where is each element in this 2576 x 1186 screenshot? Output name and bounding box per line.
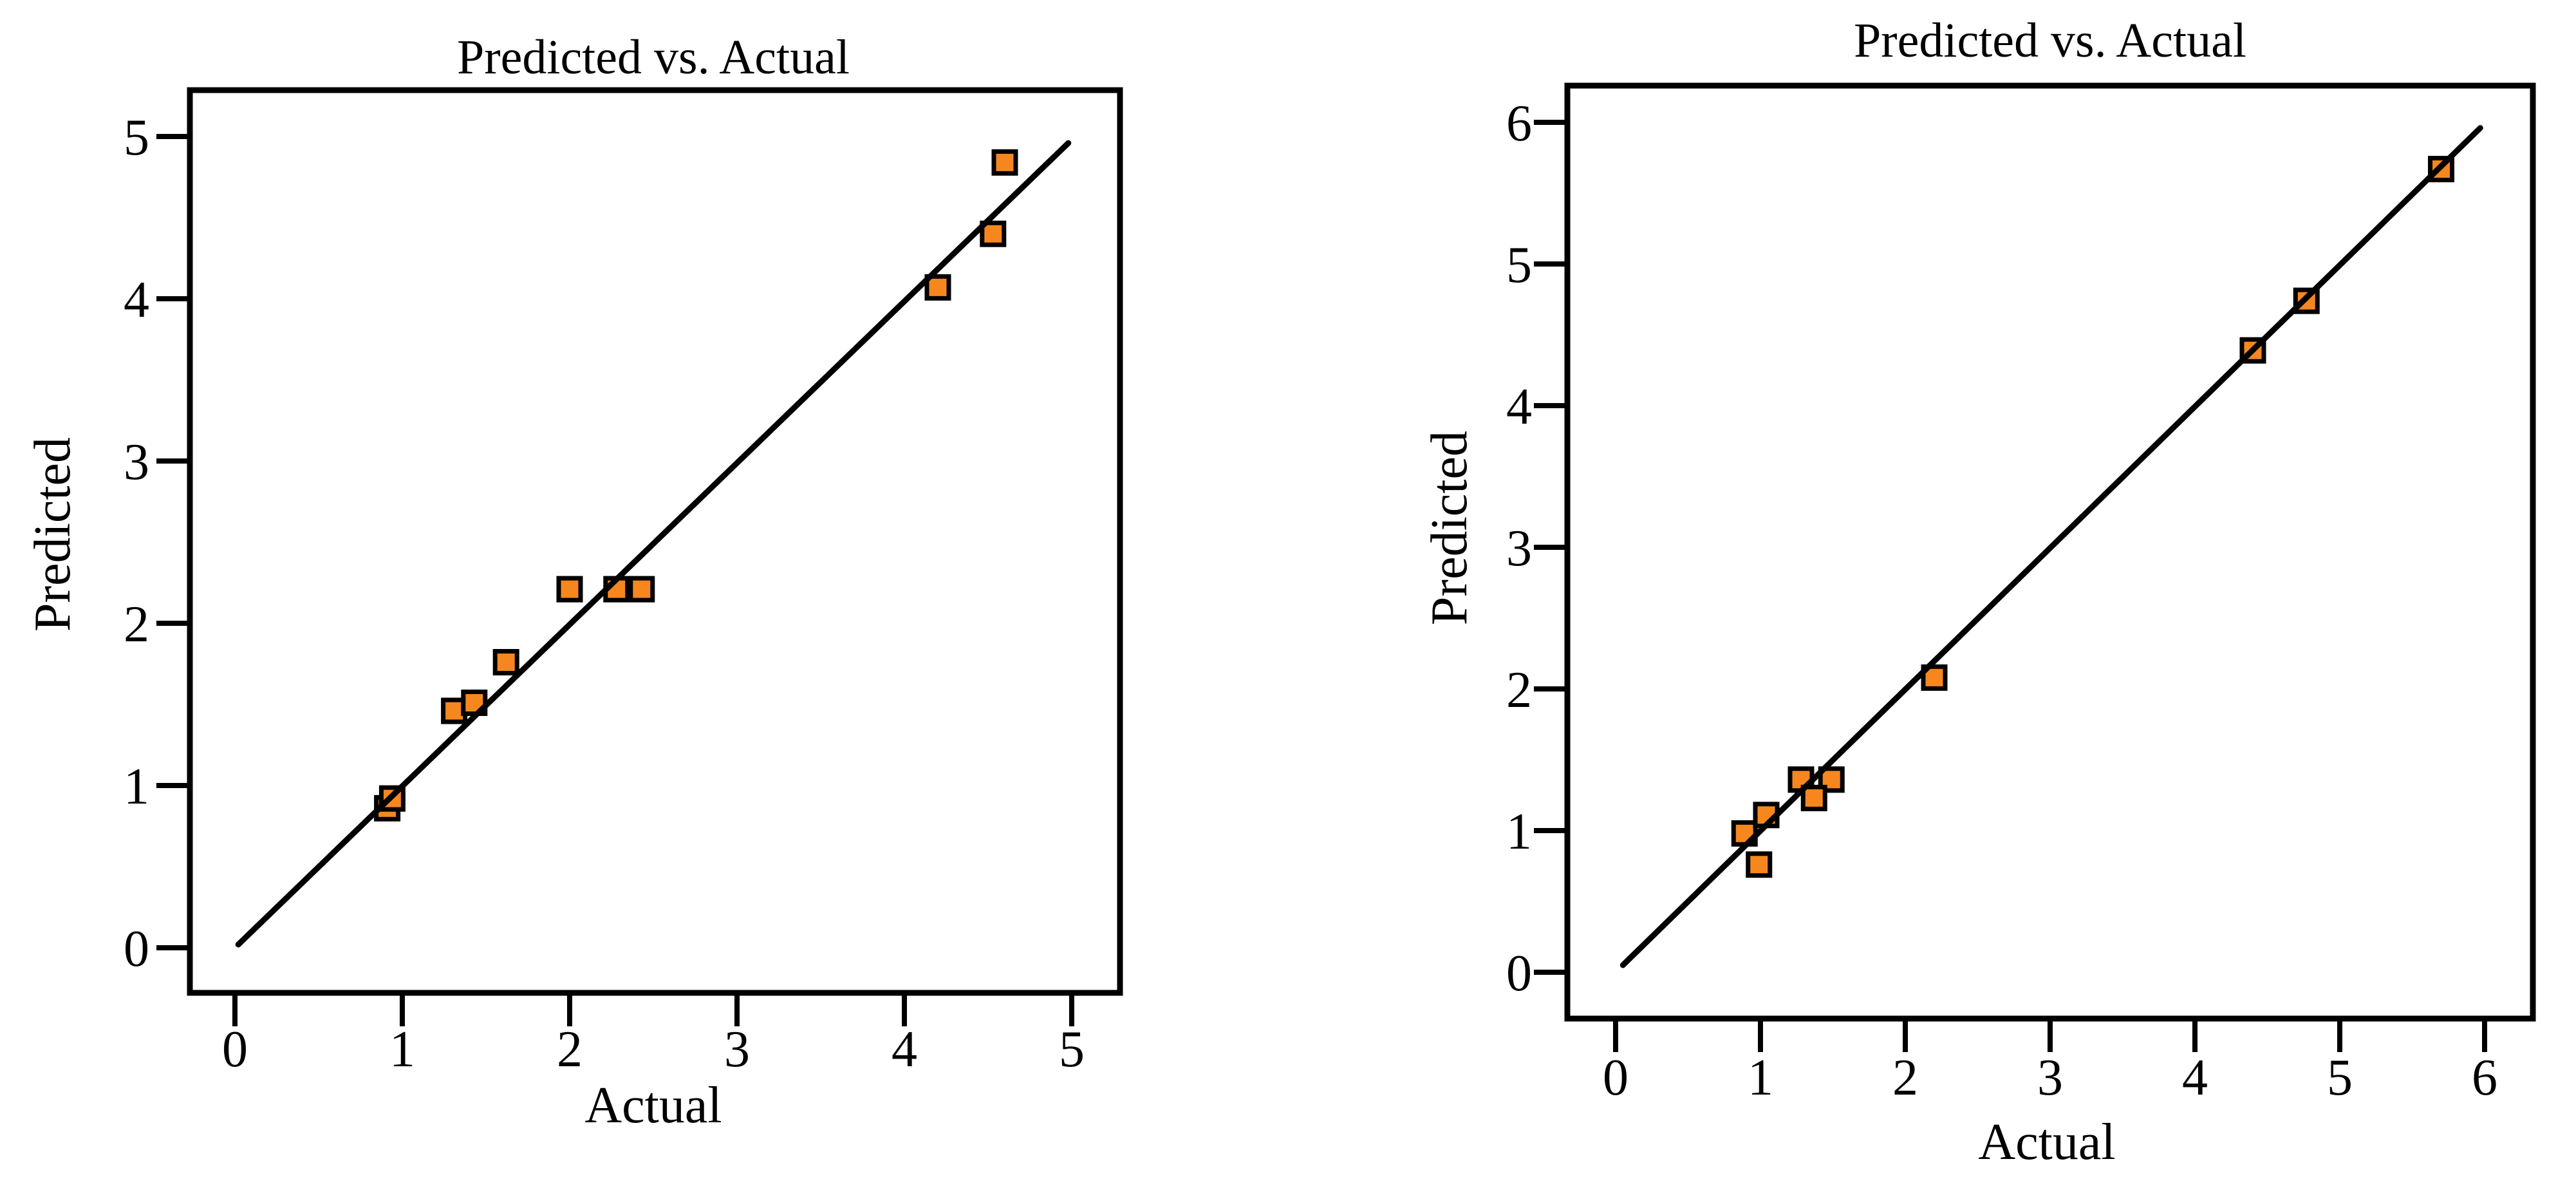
data-point-marker-left (556, 576, 583, 603)
data-point-marker-left (991, 149, 1018, 176)
plot-frame-left (187, 87, 1123, 996)
chart-title-right: Predicted vs. Actual (1854, 14, 2246, 68)
x-tick-label-left: 0 (222, 1021, 248, 1078)
x-tick-label-right: 6 (2472, 1050, 2497, 1106)
x-tick-label-left: 2 (557, 1021, 583, 1078)
x-tick-label-right: 5 (2327, 1050, 2353, 1106)
x-tick-label-right: 3 (2037, 1050, 2063, 1106)
y-axis-label-right: Predicted (1421, 431, 1478, 625)
y-tick-label-left: 4 (124, 272, 149, 328)
x-tick-label-right: 1 (1748, 1050, 1773, 1106)
y-tick-label-right: 0 (1506, 945, 1532, 1002)
y-axis-label-left: Predicted (24, 437, 81, 632)
x-axis-label-right: Actual (1978, 1114, 2115, 1171)
x-tick-label-right: 2 (1892, 1050, 1918, 1106)
x-tick-label-right: 4 (2182, 1050, 2208, 1106)
y-tick-label-left: 3 (124, 434, 149, 491)
identity-line-right (1619, 125, 2483, 968)
y-tick-label-right: 1 (1506, 804, 1532, 860)
y-tick-label-right: 5 (1506, 237, 1532, 294)
y-tick-label-left: 1 (124, 758, 149, 815)
identity-line-left (235, 140, 1072, 948)
x-tick-label-left: 3 (724, 1021, 750, 1078)
x-tick-label-left: 5 (1059, 1021, 1085, 1078)
y-tick-label-right: 6 (1506, 95, 1532, 152)
y-tick-label-right: 4 (1506, 379, 1532, 435)
data-point-marker-left (628, 576, 655, 603)
y-tick-label-left: 0 (124, 921, 149, 977)
x-tick-label-left: 4 (891, 1021, 917, 1078)
x-tick-label-right: 0 (1603, 1050, 1629, 1106)
x-tick-label-left: 1 (389, 1021, 415, 1078)
y-tick-label-left: 2 (124, 596, 149, 653)
y-tick-label-right: 3 (1506, 520, 1532, 577)
chart-title-left: Predicted vs. Actual (457, 30, 850, 84)
y-tick-label-left: 5 (124, 109, 149, 166)
data-point-marker-right (1746, 851, 1773, 878)
data-point-marker-left (492, 648, 519, 675)
x-axis-label-left: Actual (584, 1077, 722, 1134)
data-point-marker-right (1800, 784, 1827, 811)
y-tick-label-right: 2 (1506, 662, 1532, 719)
